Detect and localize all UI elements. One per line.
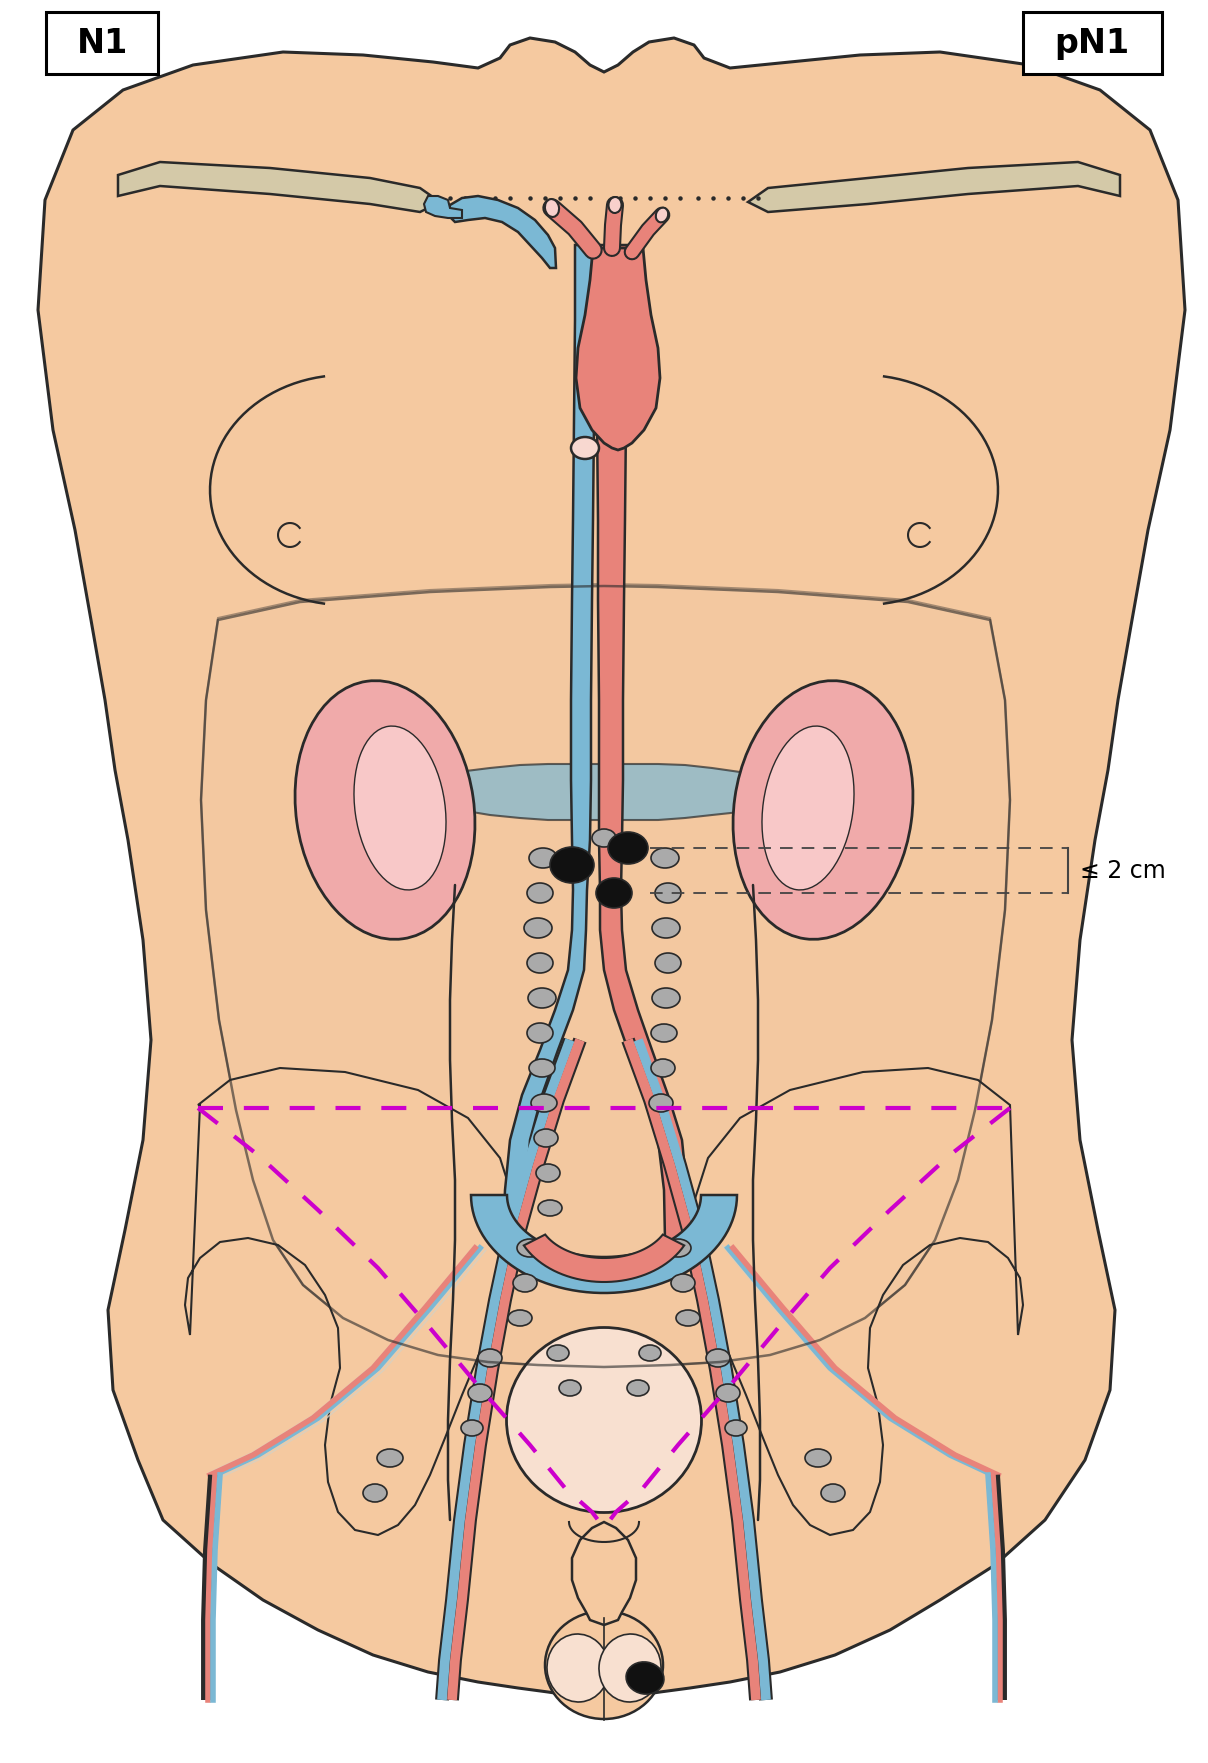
Ellipse shape	[571, 437, 599, 458]
Ellipse shape	[733, 681, 913, 940]
Ellipse shape	[506, 1328, 702, 1513]
Text: pN1: pN1	[1055, 26, 1129, 60]
Ellipse shape	[664, 1239, 691, 1257]
Ellipse shape	[725, 1419, 747, 1437]
Polygon shape	[596, 245, 687, 1239]
Polygon shape	[471, 1195, 737, 1292]
Ellipse shape	[627, 1380, 649, 1396]
Ellipse shape	[527, 954, 553, 973]
Text: ≤ 2 cm: ≤ 2 cm	[1080, 859, 1166, 883]
Polygon shape	[448, 196, 556, 268]
FancyBboxPatch shape	[1023, 12, 1162, 74]
Ellipse shape	[762, 726, 854, 890]
Ellipse shape	[608, 832, 647, 864]
Polygon shape	[424, 196, 461, 219]
Ellipse shape	[651, 1060, 675, 1077]
Ellipse shape	[547, 1345, 569, 1361]
Ellipse shape	[592, 829, 616, 846]
Polygon shape	[524, 1234, 684, 1282]
Ellipse shape	[652, 919, 680, 938]
Ellipse shape	[509, 1310, 532, 1326]
Polygon shape	[185, 1068, 515, 1536]
Ellipse shape	[670, 1275, 695, 1292]
Ellipse shape	[626, 1663, 664, 1694]
Ellipse shape	[655, 954, 681, 973]
Polygon shape	[748, 162, 1120, 212]
FancyBboxPatch shape	[46, 12, 158, 74]
Ellipse shape	[534, 1128, 558, 1148]
Ellipse shape	[545, 1611, 663, 1719]
Ellipse shape	[377, 1449, 403, 1467]
Ellipse shape	[651, 848, 679, 867]
Ellipse shape	[559, 1380, 581, 1396]
Ellipse shape	[655, 883, 681, 903]
Polygon shape	[693, 1068, 1023, 1536]
Ellipse shape	[527, 883, 553, 903]
Polygon shape	[576, 249, 660, 450]
Ellipse shape	[529, 1060, 554, 1077]
Ellipse shape	[545, 199, 559, 217]
Ellipse shape	[705, 1349, 730, 1366]
Ellipse shape	[599, 1634, 661, 1701]
Ellipse shape	[676, 1310, 699, 1326]
Ellipse shape	[467, 1384, 492, 1402]
Ellipse shape	[478, 1349, 503, 1366]
Ellipse shape	[524, 919, 552, 938]
Ellipse shape	[513, 1275, 538, 1292]
Ellipse shape	[716, 1384, 741, 1402]
Ellipse shape	[529, 848, 557, 867]
Ellipse shape	[461, 1419, 483, 1437]
Ellipse shape	[821, 1484, 846, 1502]
Ellipse shape	[536, 1164, 561, 1181]
Polygon shape	[573, 1521, 635, 1625]
Ellipse shape	[528, 987, 556, 1008]
Polygon shape	[118, 162, 440, 212]
Ellipse shape	[652, 987, 680, 1008]
Ellipse shape	[649, 1095, 673, 1112]
Ellipse shape	[651, 1024, 676, 1042]
Ellipse shape	[354, 726, 446, 890]
Polygon shape	[201, 584, 1010, 1366]
Ellipse shape	[596, 878, 632, 908]
Ellipse shape	[527, 1023, 553, 1044]
Polygon shape	[37, 39, 1185, 1700]
Polygon shape	[503, 245, 596, 1239]
Polygon shape	[439, 763, 768, 820]
Ellipse shape	[532, 1095, 557, 1112]
Ellipse shape	[656, 208, 668, 222]
Ellipse shape	[550, 846, 594, 883]
Ellipse shape	[517, 1239, 544, 1257]
Ellipse shape	[609, 197, 621, 213]
Ellipse shape	[538, 1201, 562, 1216]
Ellipse shape	[547, 1634, 609, 1701]
Text: N1: N1	[76, 26, 128, 60]
Ellipse shape	[639, 1345, 661, 1361]
Ellipse shape	[295, 681, 475, 940]
Ellipse shape	[805, 1449, 831, 1467]
Ellipse shape	[362, 1484, 387, 1502]
